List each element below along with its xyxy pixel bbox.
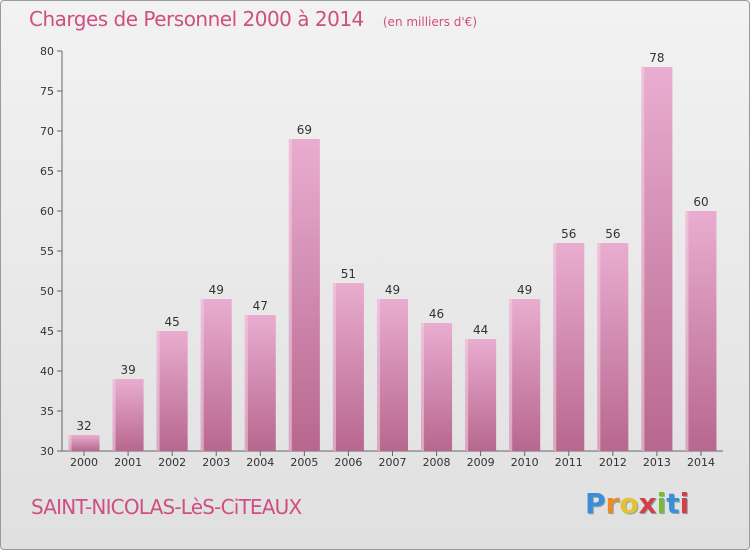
data-label-2000: 32: [76, 419, 91, 433]
logo-letter: t: [666, 487, 680, 520]
x-tick-label-2014: 2014: [687, 456, 715, 469]
title-row: Charges de Personnel 2000 à 2014 (en mil…: [29, 7, 477, 31]
x-tick-label-2002: 2002: [158, 456, 186, 469]
bar-2011: [553, 243, 585, 451]
bars-group: [68, 67, 717, 451]
logo-letter: x: [638, 487, 657, 520]
bar-highlight-2014: [685, 211, 689, 451]
data-label-2011: 56: [561, 227, 576, 241]
x-tick-label-2004: 2004: [246, 456, 274, 469]
proxiti-logo: Proxiti: [585, 487, 689, 520]
bar-highlight-2007: [377, 299, 380, 451]
logo-letter: P: [585, 487, 606, 520]
y-tick-label: 35: [40, 405, 54, 418]
logo-letter: r: [605, 487, 620, 520]
data-label-2007: 49: [385, 283, 400, 297]
bar-highlight-2013: [641, 67, 645, 451]
x-tick-label-2005: 2005: [290, 456, 318, 469]
bar-highlight-2005: [288, 139, 292, 451]
chart-subtitle: (en milliers d'€): [382, 15, 477, 29]
y-tick-label: 70: [40, 125, 54, 138]
y-tick-label: 30: [40, 445, 54, 458]
x-tick-label-2001: 2001: [114, 456, 142, 469]
y-tick-label: 55: [40, 245, 54, 258]
bar-highlight-2008: [421, 323, 425, 451]
bar-2002: [156, 331, 188, 451]
data-label-2006: 51: [341, 267, 356, 281]
bar-2009: [465, 339, 497, 451]
data-label-2012: 56: [605, 227, 620, 241]
data-label-2014: 60: [693, 195, 708, 209]
bar-highlight-2006: [332, 283, 336, 451]
labels-group: 32 39 45 49 47 69 51 49 46 44 49 56 56 78 60: [76, 51, 708, 433]
bar-2006: [332, 283, 364, 451]
bar-2005: [288, 139, 320, 451]
x-tick-label-2010: 2010: [511, 456, 539, 469]
bar-highlight-2004: [244, 315, 248, 451]
bar-highlight-2009: [465, 339, 469, 451]
data-label-2009: 44: [473, 323, 488, 337]
axes: 30 35 40 45 50 55 60 65 70 75 80 2000 2001 2002 2003 20…: [40, 45, 723, 469]
y-tick-label: 40: [40, 365, 54, 378]
bar-2004: [244, 315, 276, 451]
bar-2013: [641, 67, 673, 451]
data-label-2008: 46: [429, 307, 444, 321]
bar-2000: [68, 435, 100, 451]
bar-2007: [377, 299, 408, 451]
x-tick-label-2008: 2008: [423, 456, 451, 469]
bar-highlight-2011: [553, 243, 557, 451]
data-label-2010: 49: [517, 283, 532, 297]
x-tick-label-2012: 2012: [599, 456, 627, 469]
data-label-2002: 45: [165, 315, 180, 329]
bar-2010: [509, 299, 541, 451]
location-label: SAINT-NICOLAS-LèS-CiTEAUX: [31, 495, 302, 519]
bar-highlight-2003: [200, 299, 204, 451]
data-label-2001: 39: [120, 363, 135, 377]
chart-title: Charges de Personnel 2000 à 2014: [29, 7, 364, 31]
x-tick-label-2013: 2013: [643, 456, 671, 469]
x-tick-label-2003: 2003: [202, 456, 230, 469]
y-tick-label: 75: [40, 85, 54, 98]
x-tick-label-2011: 2011: [555, 456, 583, 469]
data-label-2013: 78: [649, 51, 664, 65]
y-tick-label: 65: [40, 165, 54, 178]
y-tick-label: 50: [40, 285, 54, 298]
bar-2014: [685, 211, 717, 451]
bar-2008: [421, 323, 453, 451]
bar-2003: [200, 299, 232, 451]
data-label-2004: 47: [253, 299, 268, 313]
bar-highlight-2002: [156, 331, 160, 451]
data-label-2005: 69: [297, 123, 312, 137]
bar-2001: [112, 379, 144, 451]
logo-letter: i: [679, 487, 690, 520]
x-tick-label-2000: 2000: [70, 456, 98, 469]
bar-2012: [597, 243, 629, 451]
bar-highlight-2010: [509, 299, 513, 451]
bar-highlight-2001: [112, 379, 116, 451]
y-tick-label: 80: [40, 45, 54, 58]
x-tick-label-2009: 2009: [467, 456, 495, 469]
y-tick-label: 45: [40, 325, 54, 338]
x-tick-label-2007: 2007: [379, 456, 407, 469]
logo-letter: o: [619, 487, 639, 520]
logo-letter: i: [656, 487, 667, 520]
data-label-2003: 49: [209, 283, 224, 297]
bar-highlight-2012: [597, 243, 601, 451]
bar-highlight-2000: [68, 435, 72, 451]
y-tick-label: 60: [40, 205, 54, 218]
x-tick-label-2006: 2006: [334, 456, 362, 469]
